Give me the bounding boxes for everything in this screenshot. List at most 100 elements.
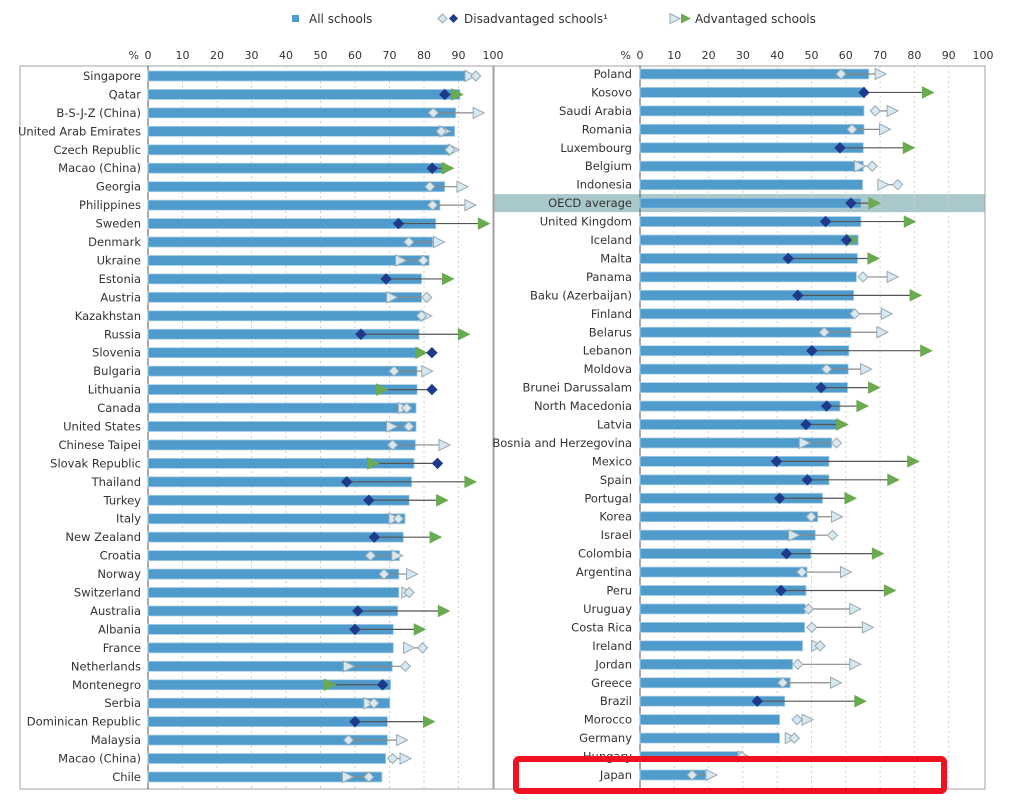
country-label: Sweden [96,217,141,231]
country-label: Austria [100,290,141,304]
x-tick-label: 50 [314,49,328,62]
disadvantaged-marker [416,642,429,654]
advantaged-marker [801,713,815,726]
country-label: Belarus [589,325,632,339]
country-label: Singapore [83,69,141,83]
disadvantaged-marker [364,549,377,562]
advantaged-marker [391,549,404,562]
country-label: Israel [601,528,632,542]
bar-all-schools [639,123,865,135]
country-label: Croatia [100,549,141,563]
x-tick-label: 60 [348,49,362,62]
bar-all-schools [147,568,400,580]
bar-all-schools [147,218,437,229]
bar-all-schools [639,160,864,172]
disadvantaged-marker [792,658,804,671]
bar-all-schools [147,550,400,562]
panel-1: 0 10 20 30 40 50 60 70 80 90 100% Singapore Qatar B-S… [18,49,504,790]
country-label: Switzerland [74,586,141,600]
disadvantaged-marker [801,474,814,486]
x-tick-label: 70 [383,49,397,62]
disadvantaged-marker [426,346,438,359]
x-axis-unit-label: % [129,49,139,62]
disadvantaged-marker [444,144,456,156]
disadvantaged-marker [840,234,853,246]
advantaged-marker [868,381,881,394]
legend-disadvantaged-hollow-diamond-icon [437,13,448,24]
advantaged-marker [902,141,916,155]
country-label: Ireland [592,639,632,653]
disadvantaged-marker [826,529,839,541]
country-label: B-S-J-Z (China) [56,106,141,120]
disadvantaged-marker [435,125,447,138]
bar-all-schools [147,421,417,432]
bar-all-schools [147,771,383,783]
disadvantaged-marker [403,586,415,599]
disadvantaged-marker [399,660,412,673]
disadvantaged-marker [835,68,847,80]
advantaged-marker [907,455,920,468]
country-label: Czech Republic [53,143,141,157]
x-tick-label: 100 [483,49,504,62]
advantaged-marker [413,623,427,636]
country-label: Denmark [88,235,141,249]
advantaged-marker [395,254,408,267]
disadvantaged-marker [800,418,812,431]
country-label: Japan [599,768,632,782]
disadvantaged-marker [421,291,433,304]
advantaged-marker [830,676,843,690]
bar-all-schools [639,234,859,246]
country-label: Jordan [594,657,632,671]
country-label: Slovak Republic [50,456,141,470]
disadvantaged-marker [857,271,869,283]
advantaged-marker [367,457,380,470]
disadvantaged-marker [805,511,817,523]
bar-all-schools [639,622,806,633]
bar-all-schools [639,732,781,744]
x-tick-label: 0 [145,49,152,62]
country-label: Russia [104,327,141,341]
country-label: France [103,641,141,655]
advantaged-marker [415,346,429,360]
disadvantaged-marker [424,180,436,193]
country-label: Macao (China) [58,161,141,175]
disadvantaged-marker [820,400,833,412]
bar-all-schools [147,587,400,598]
x-tick-label: 90 [452,49,466,62]
bar-all-schools [639,363,849,375]
disadvantaged-marker [815,381,827,394]
country-label: Peru [606,584,632,598]
disadvantaged-marker [403,420,415,433]
bar-all-schools [639,714,781,726]
advantaged-marker [406,567,419,581]
legend-all-schools-swatch [292,15,299,22]
x-tick-label: 20 [210,49,224,62]
disadvantaged-marker [830,437,843,449]
bar-all-schools [147,89,461,100]
disadvantaged-marker [858,86,870,99]
advantaged-marker [432,235,446,249]
bar-all-schools [147,347,419,359]
advantaged-marker [836,418,849,431]
disadvantaged-marker [806,621,818,634]
country-label: Latvia [597,417,632,431]
bar-all-schools [147,125,456,137]
country-label: Norway [97,567,141,581]
highlight-box-japan [513,756,947,794]
country-label: Colombia [578,547,632,561]
disadvantaged-marker [363,494,375,506]
country-label: Korea [599,510,632,524]
disadvantaged-marker [392,513,405,525]
country-label: Poland [594,67,632,81]
disadvantaged-marker [427,107,440,119]
country-label: Serbia [104,696,141,710]
advantaged-marker [921,86,935,99]
country-label: Macao (China) [58,752,141,766]
disadvantaged-marker [349,623,361,636]
advantaged-marker [887,473,900,487]
disadvantaged-marker [792,289,804,302]
disadvantaged-marker [776,677,789,689]
advantaged-marker [464,475,478,489]
legend: All schools Disadvantaged schools¹ Advan… [292,12,816,26]
advantaged-marker [909,289,923,302]
